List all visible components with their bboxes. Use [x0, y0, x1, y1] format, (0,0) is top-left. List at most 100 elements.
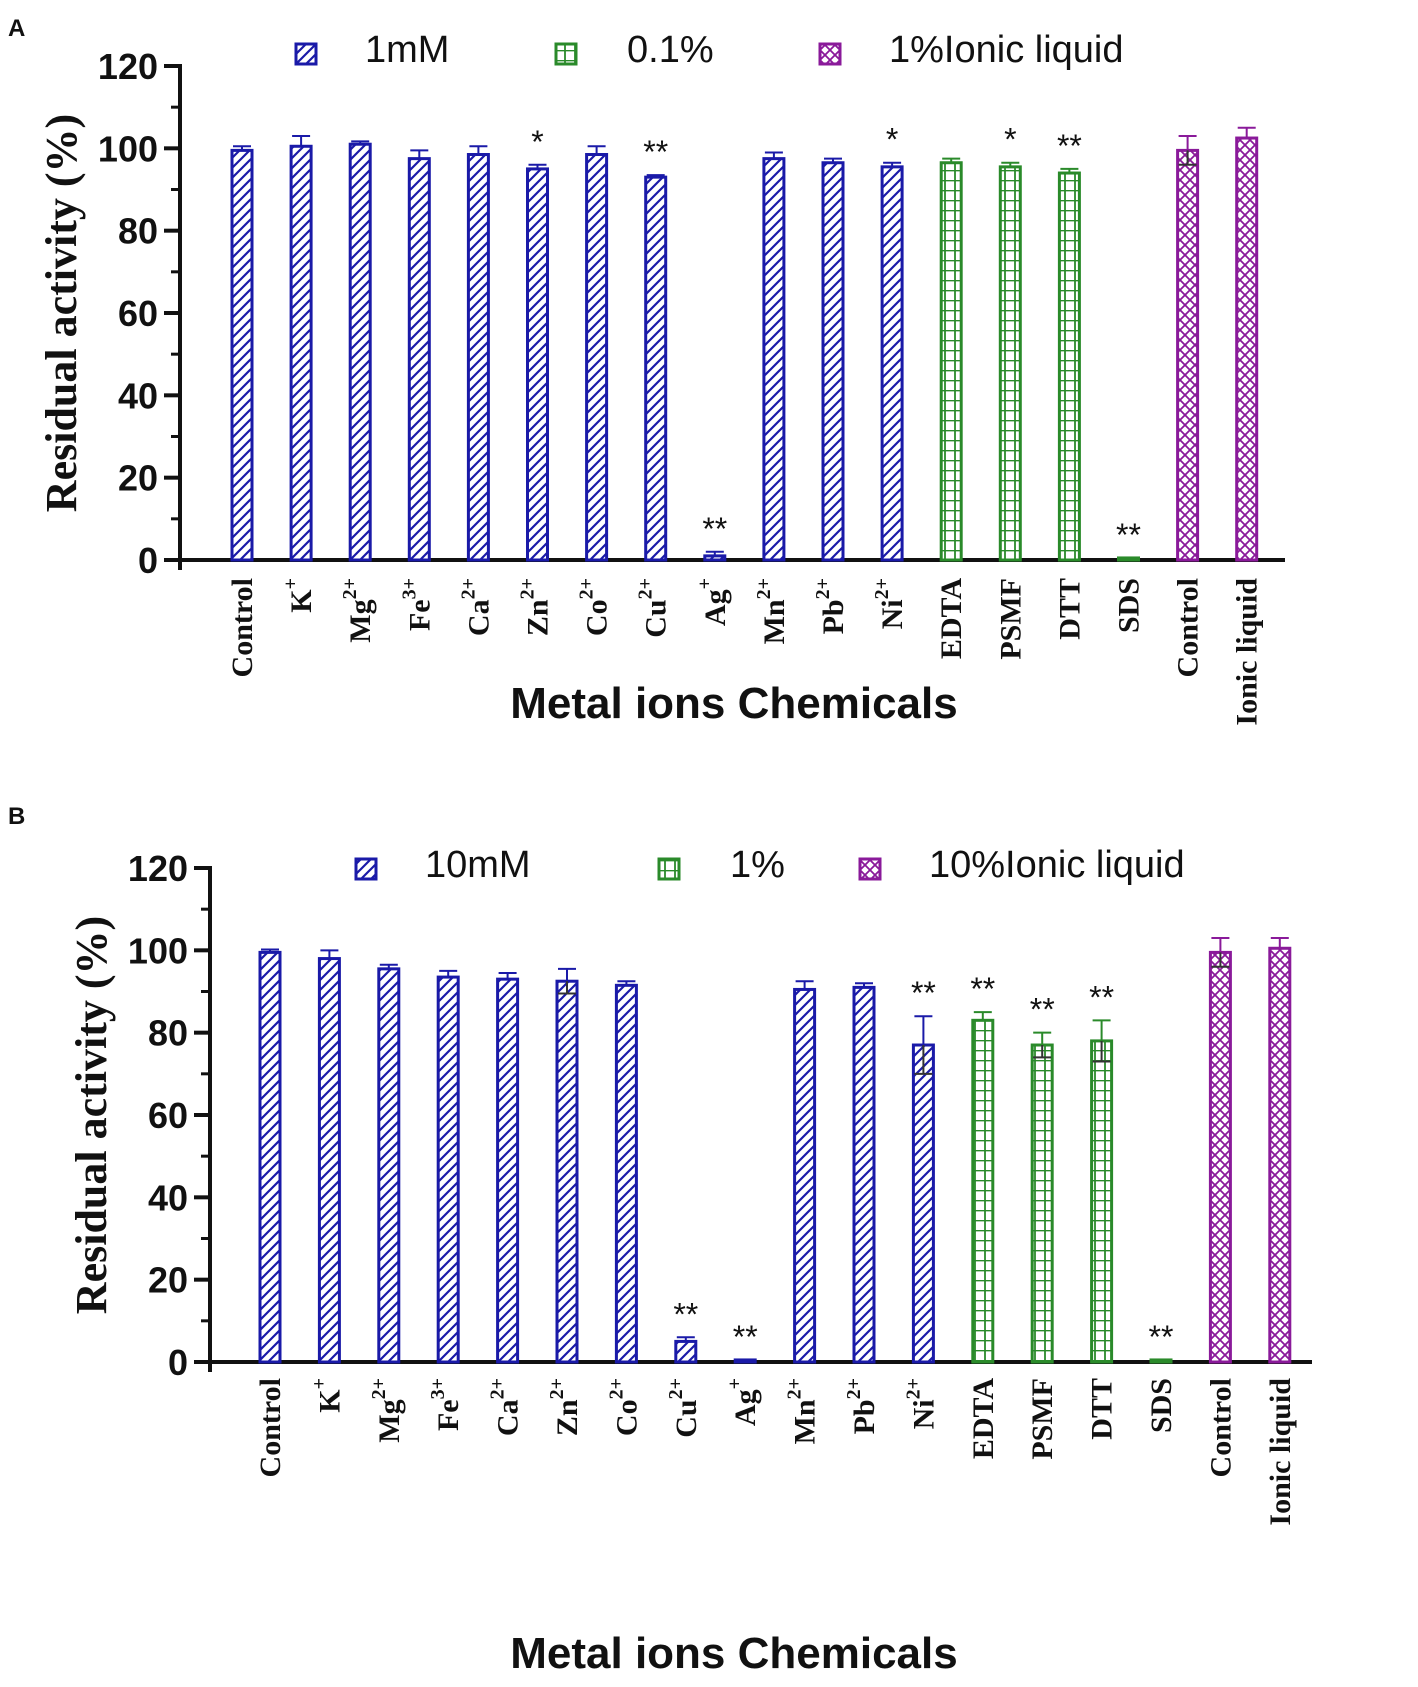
bar [496, 977, 520, 1364]
significance-marker: ** [733, 1319, 758, 1355]
x-tick-label: Mg2+ [368, 1378, 406, 1443]
legend-swatch-green [554, 42, 578, 66]
bar [1030, 1043, 1054, 1364]
significance-marker: ** [970, 971, 995, 1007]
y-tick-label: 60 [148, 1095, 188, 1136]
x-tick-label: Co2+ [605, 1378, 643, 1436]
y-tick-label: 40 [118, 375, 158, 416]
bar [258, 950, 282, 1364]
x-tick-label: Cu2+ [665, 1378, 703, 1438]
y-tick-label: 20 [148, 1260, 188, 1301]
x-tick-label: Ni2+ [902, 1378, 940, 1429]
x-tick-label: Control [1204, 1378, 1237, 1477]
bar [939, 161, 963, 562]
bar [674, 1339, 698, 1364]
y-axis-title: Residual activity (%) [37, 114, 86, 512]
bar [733, 1358, 757, 1364]
bar [1268, 946, 1292, 1364]
bar [436, 975, 460, 1364]
bar [526, 167, 549, 562]
bar [317, 957, 341, 1364]
bar [998, 165, 1022, 562]
significance-marker: ** [673, 1296, 698, 1332]
x-tick-label: Mg2+ [339, 578, 377, 643]
bar [852, 985, 876, 1364]
bar [1117, 556, 1140, 562]
y-tick-label: 120 [128, 848, 188, 889]
panel-a: A 0 20 40 60 80 100 120 Residual activity (%) Met… [8, 15, 1285, 728]
y-tick-label: 80 [118, 211, 158, 252]
significance-marker: ** [1030, 992, 1055, 1028]
bar [762, 157, 786, 562]
x-tick-label: Control [1172, 578, 1205, 677]
bar [585, 153, 609, 562]
x-tick-label: K+ [280, 578, 318, 613]
significance-marker: ** [911, 975, 936, 1011]
x-tick-label: Fe3+ [398, 578, 436, 631]
bar [377, 967, 401, 1364]
bar [644, 175, 668, 562]
x-tick-label: PSMF [994, 578, 1027, 660]
x-tick-label: Ca2+ [487, 1378, 525, 1436]
legend-label: 10mM [425, 844, 531, 886]
x-tick-label: K+ [308, 1378, 346, 1413]
legend-label: 1%Ionic liquid [889, 29, 1123, 71]
y-tick-label: 20 [118, 458, 158, 499]
x-tick-label: EDTA [935, 578, 968, 659]
x-tick-label: Ag+ [724, 1378, 762, 1426]
legend-swatch-blue [354, 857, 378, 881]
y-tick-label: 80 [148, 1013, 188, 1054]
x-axis-title: Metal ions Chemicals [510, 679, 957, 728]
x-tick-label: Co2+ [576, 578, 614, 636]
bar [1149, 1358, 1173, 1364]
x-tick-label: Zn2+ [546, 1378, 584, 1436]
bar [703, 554, 727, 562]
bar [793, 987, 817, 1364]
significance-marker: ** [1089, 979, 1114, 1015]
x-tick-label: Control [226, 578, 259, 677]
bar [407, 157, 431, 562]
x-tick-label: DTT [1086, 1378, 1119, 1440]
bar [466, 153, 490, 562]
x-tick-label: Pb2+ [843, 1378, 881, 1434]
x-tick-label: Control [254, 1378, 287, 1477]
bar [1176, 148, 1200, 562]
x-tick-label: Cu2+ [635, 578, 673, 638]
legend-label: 1% [730, 844, 785, 886]
x-axis-title: Metal ions Chemicals [510, 1629, 957, 1678]
bar [1208, 950, 1232, 1364]
y-tick-label: 100 [98, 128, 158, 169]
panel-b: B 0 20 40 60 80 100 120 Residual activity (%) Met… [8, 803, 1312, 1678]
bar [555, 979, 579, 1364]
x-tick-label: Mn2+ [753, 578, 791, 644]
bar [614, 983, 638, 1364]
y-axis-title: Residual activity (%) [67, 916, 116, 1314]
x-tick-label: Ag+ [694, 578, 732, 626]
significance-marker: ** [1149, 1319, 1174, 1355]
x-tick-label: Pb2+ [812, 578, 850, 634]
x-tick-label: Mn2+ [784, 1378, 822, 1444]
significance-marker: * [531, 124, 543, 160]
x-tick-label: Ca2+ [457, 578, 495, 636]
significance-marker: ** [1116, 517, 1141, 553]
x-tick-label: PSMF [1026, 1378, 1059, 1460]
panel-letter: A [8, 15, 25, 42]
y-tick-label: 120 [98, 46, 158, 87]
x-tick-label: EDTA [967, 1378, 1000, 1459]
y-tick-label: 60 [118, 293, 158, 334]
bar [1235, 136, 1259, 562]
bar [348, 142, 372, 562]
x-tick-label: DTT [1053, 578, 1086, 640]
panel-letter: B [8, 803, 25, 830]
significance-marker: ** [702, 511, 727, 547]
x-tick-label: SDS [1145, 1378, 1178, 1433]
significance-marker: ** [643, 134, 668, 170]
bar [971, 1018, 995, 1364]
bar [1057, 171, 1081, 562]
x-tick-label: Zn2+ [517, 578, 555, 636]
bar [821, 161, 845, 562]
bar [289, 144, 313, 562]
bar [230, 148, 254, 562]
y-tick-label: 40 [148, 1177, 188, 1218]
